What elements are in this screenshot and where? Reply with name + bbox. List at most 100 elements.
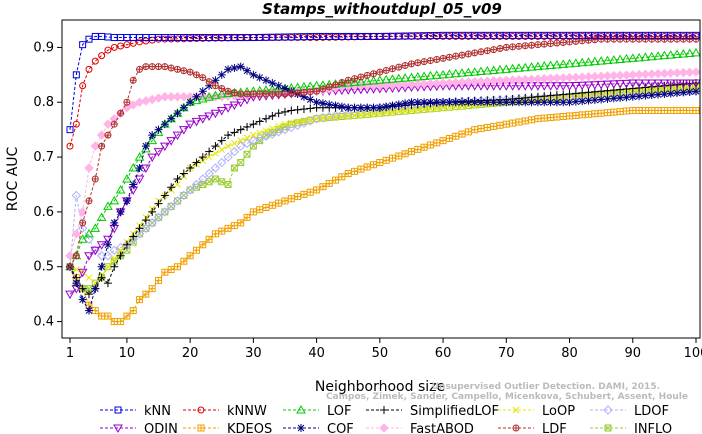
y-tick-label: 0.7 [33,150,54,165]
data-point [306,116,314,124]
data-point [534,41,542,49]
data-point [66,142,74,150]
legend-marker [297,424,305,432]
data-point [565,98,574,107]
y-tick-label: 0.9 [33,40,54,55]
data-point [401,150,409,158]
data-point [482,65,493,75]
data-point [211,142,220,151]
data-point [476,66,486,76]
data-point [622,107,630,115]
data-point [344,170,352,178]
data-point [300,88,308,96]
data-point [679,106,687,114]
data-point [211,82,219,90]
data-point [558,59,569,68]
data-point [72,252,80,260]
data-point [256,206,264,214]
data-point [129,307,137,315]
data-point [691,67,701,77]
data-point [608,55,619,64]
data-point [357,111,365,119]
data-point [640,69,651,79]
x-tick-label: 20 [182,346,199,361]
data-point [572,111,580,119]
data-point [678,79,689,89]
data-point [502,120,510,128]
data-point [577,57,588,67]
data-point [268,125,276,132]
data-point [65,290,75,300]
x-tick-label: 90 [624,346,641,361]
data-point [191,179,202,190]
data-point [564,72,575,83]
data-point [192,183,200,191]
watermark-line-2: Unsupervised Outlier Detection. DAMI, 20… [432,382,660,392]
data-point [294,89,302,97]
data-point [255,117,264,126]
data-point [154,199,163,208]
data-point [122,240,131,249]
data-point [110,120,118,128]
data-point [450,68,461,78]
data-point [148,207,157,216]
data-point [420,143,428,151]
data-point [527,98,536,107]
data-point [629,106,637,114]
data-point [464,128,472,136]
data-point [458,51,466,59]
data-point [646,51,657,61]
data-point [212,150,219,157]
legend-label: INFLO [634,422,672,434]
data-point [673,106,681,114]
data-point [71,229,82,239]
data-point [155,276,163,284]
data-point [640,79,651,89]
legend-label: SimplifiedLOF [410,404,499,419]
data-point [116,207,125,216]
data-point [237,159,245,167]
data-point [160,207,170,217]
data-point [281,90,289,98]
data-point [337,102,346,111]
data-point [635,106,643,114]
data-point [597,109,605,117]
data-point [431,70,442,79]
data-point [153,93,164,103]
data-point [96,130,107,140]
data-point [578,97,587,106]
data-point [84,228,94,238]
data-point [427,105,434,113]
legend-label: FastABOD [410,422,474,434]
data-point [293,105,302,114]
data-point [262,204,270,212]
data-point [211,76,220,85]
data-point [123,312,131,320]
data-point [294,118,301,126]
data-point [660,90,669,99]
data-point [533,98,542,107]
series-line [69,90,697,267]
data-point [224,224,232,232]
data-point [205,235,213,243]
data-point [186,98,195,107]
data-point [91,307,99,315]
data-point [413,79,423,89]
data-point [565,90,574,99]
data-point [84,163,94,173]
data-point [401,99,410,108]
data-point [552,98,561,107]
data-point [116,251,125,260]
data-point [318,99,327,108]
data-point [191,95,202,105]
data-point [552,73,562,83]
data-point [129,232,138,241]
data-point [439,54,447,62]
data-point [609,70,619,81]
data-point [91,284,100,293]
legend-marker [604,424,612,432]
data-point [558,82,569,91]
data-point [91,57,99,65]
data-point [400,79,410,90]
data-point [179,92,189,102]
